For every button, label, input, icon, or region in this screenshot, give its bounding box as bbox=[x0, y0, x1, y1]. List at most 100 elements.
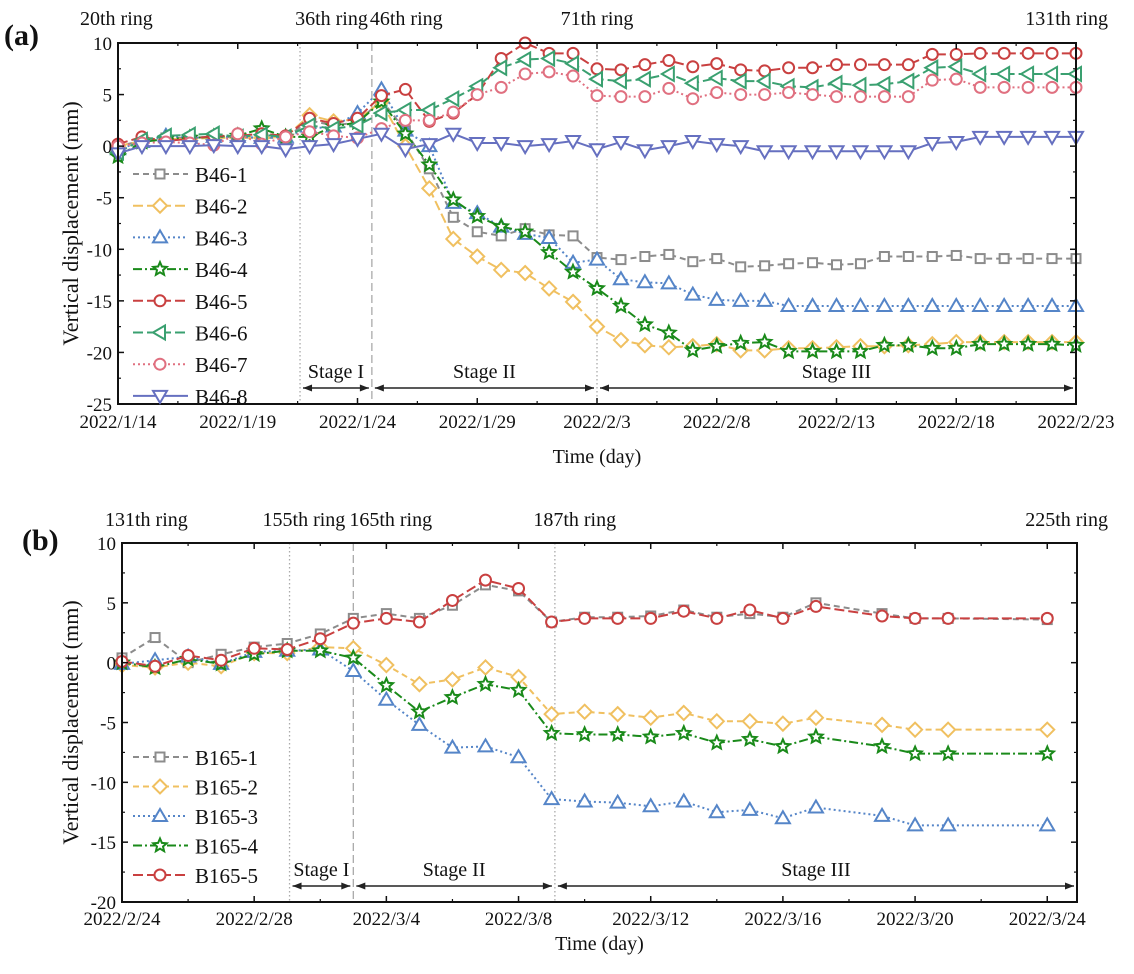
data-point bbox=[567, 230, 579, 242]
data-point bbox=[660, 140, 678, 156]
data-point bbox=[444, 190, 463, 208]
data-point bbox=[878, 251, 890, 263]
data-point bbox=[446, 105, 460, 119]
data-point bbox=[545, 615, 559, 629]
data-point bbox=[803, 145, 822, 161]
data-point bbox=[377, 656, 395, 674]
data-point bbox=[229, 140, 247, 156]
data-point bbox=[947, 57, 963, 76]
data-point bbox=[280, 643, 294, 657]
data-point bbox=[214, 653, 228, 667]
data-point bbox=[923, 338, 942, 357]
data-point bbox=[638, 58, 652, 72]
legend-entry: B165-2 bbox=[133, 776, 258, 800]
data-point bbox=[231, 127, 245, 141]
data-point bbox=[611, 296, 631, 314]
data-point bbox=[516, 222, 535, 240]
data-point bbox=[806, 727, 826, 745]
data-point bbox=[636, 336, 654, 354]
data-point bbox=[372, 127, 391, 143]
stage-label: Stage III bbox=[802, 361, 871, 383]
data-point bbox=[923, 59, 939, 77]
data-point bbox=[755, 72, 771, 90]
data-point bbox=[476, 674, 495, 692]
data-point bbox=[677, 604, 691, 618]
data-point bbox=[566, 69, 580, 83]
data-point bbox=[675, 792, 693, 808]
data-point bbox=[708, 712, 726, 730]
data-point bbox=[205, 139, 223, 155]
data-point bbox=[639, 251, 651, 263]
data-point bbox=[926, 251, 938, 263]
data-point bbox=[941, 611, 955, 625]
data-point bbox=[542, 723, 561, 741]
data-point bbox=[973, 80, 987, 94]
data-point bbox=[615, 254, 627, 266]
legend-marker bbox=[151, 197, 169, 215]
data-point bbox=[276, 143, 295, 159]
y-tick-label: -20 bbox=[91, 893, 116, 914]
data-point bbox=[396, 101, 412, 119]
arrow-head-left bbox=[292, 882, 302, 890]
data-point bbox=[995, 130, 1013, 146]
x-tick-label: 2022/2/8 bbox=[683, 412, 751, 433]
data-point bbox=[410, 675, 428, 693]
data-point bbox=[344, 648, 363, 666]
data-point bbox=[641, 727, 660, 745]
legend-label: B46-6 bbox=[195, 322, 248, 346]
legend-entry: B46-1 bbox=[133, 163, 248, 187]
panel-label: (b) bbox=[22, 524, 59, 557]
legend-entry: B46-8 bbox=[133, 385, 248, 409]
data-point bbox=[950, 249, 962, 261]
legend: B165-1 B165-2 B165-3 B165-4 B165-5 bbox=[133, 746, 259, 888]
arrow-head-right bbox=[359, 384, 369, 392]
data-point bbox=[875, 297, 894, 313]
legend-entry: B46-2 bbox=[133, 195, 248, 219]
data-point bbox=[872, 736, 892, 755]
data-point bbox=[683, 340, 702, 359]
data-point bbox=[779, 341, 798, 360]
arrow-head-right bbox=[1064, 384, 1073, 392]
data-point bbox=[443, 738, 462, 754]
data-point bbox=[995, 297, 1013, 313]
data-point bbox=[344, 662, 363, 678]
data-point bbox=[303, 125, 317, 139]
data-point bbox=[398, 82, 412, 96]
stage-label: Stage III bbox=[781, 859, 850, 881]
data-point bbox=[877, 58, 891, 72]
data-point bbox=[149, 632, 161, 644]
data-point bbox=[1022, 253, 1034, 265]
data-point bbox=[1019, 130, 1037, 146]
data-point bbox=[477, 659, 494, 676]
data-point bbox=[776, 611, 790, 625]
legend-label: B165-1 bbox=[195, 746, 258, 770]
data-point bbox=[830, 58, 843, 72]
legend-marker bbox=[151, 389, 169, 405]
legend-label: B165-2 bbox=[195, 776, 258, 800]
data-point bbox=[875, 145, 894, 161]
chart-a: Stage I Stage II Stage III 2022/1/14 2022/1/… bbox=[4, 8, 1115, 468]
data-point bbox=[348, 132, 367, 148]
data-point bbox=[741, 800, 759, 816]
data-point bbox=[1042, 334, 1062, 352]
data-point bbox=[444, 230, 462, 248]
data-point bbox=[659, 323, 678, 341]
x-tick-label: 2022/1/19 bbox=[199, 412, 276, 433]
series-B46-8 bbox=[109, 127, 1085, 163]
data-point bbox=[542, 790, 561, 806]
data-point bbox=[1045, 80, 1059, 94]
data-point bbox=[422, 113, 436, 127]
data-point bbox=[346, 616, 360, 630]
data-point bbox=[939, 721, 957, 739]
data-point bbox=[660, 274, 678, 290]
legend-marker bbox=[154, 751, 166, 763]
data-point bbox=[683, 74, 699, 92]
data-point bbox=[708, 138, 726, 154]
data-point bbox=[740, 729, 759, 747]
data-point bbox=[578, 611, 592, 625]
data-point bbox=[443, 687, 462, 706]
data-point bbox=[542, 65, 556, 79]
data-point bbox=[324, 138, 343, 154]
data-point bbox=[899, 335, 918, 353]
data-point bbox=[478, 573, 492, 587]
